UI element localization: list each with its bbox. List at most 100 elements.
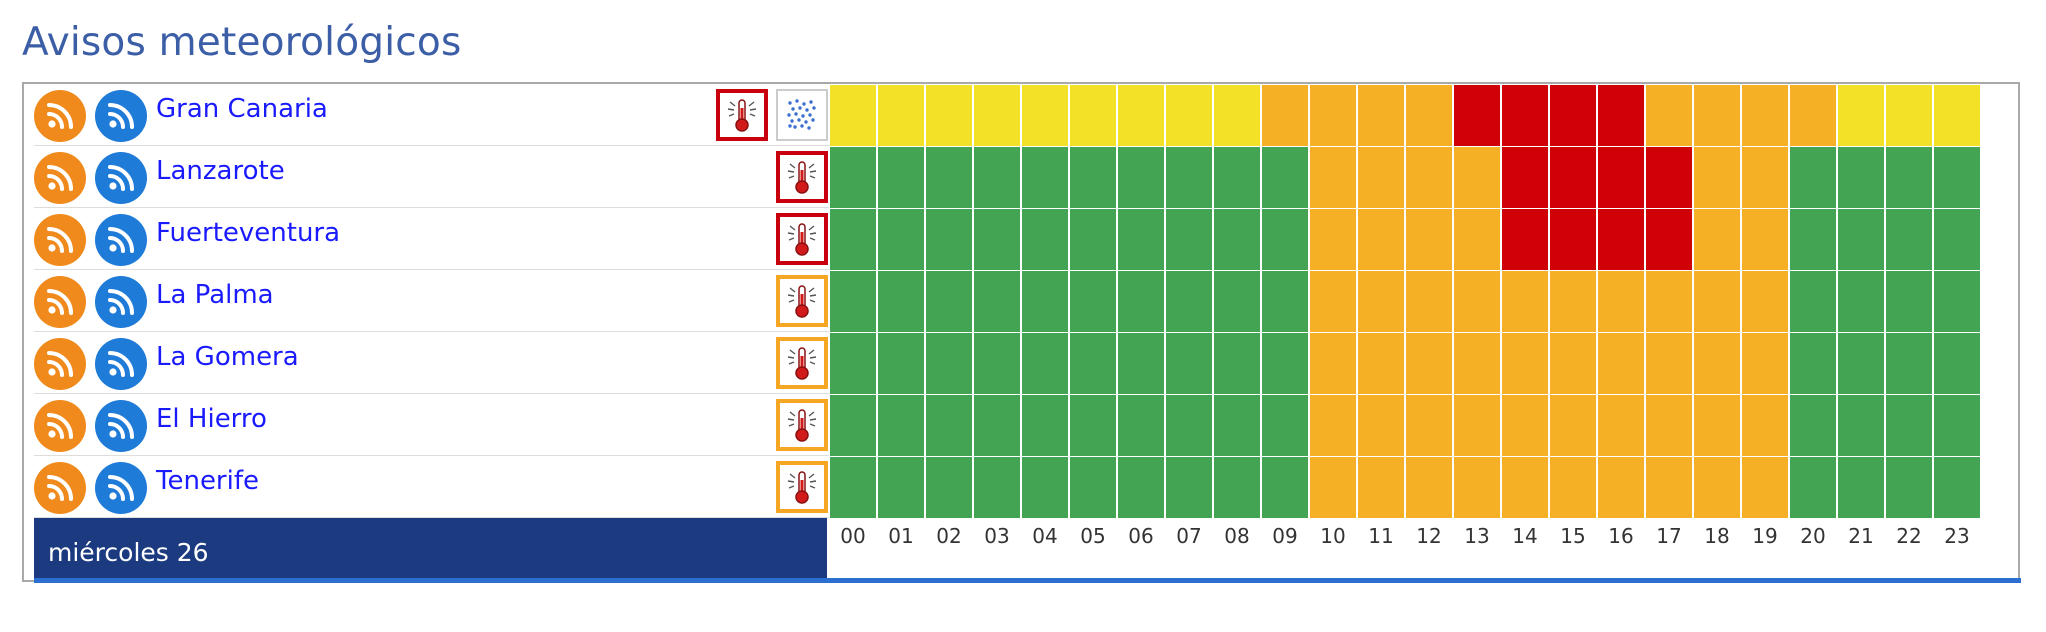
hour-cell[interactable]: [1262, 147, 1308, 208]
hour-cell[interactable]: [1550, 333, 1596, 394]
hour-cell[interactable]: [926, 271, 972, 332]
hour-cell[interactable]: [1262, 85, 1308, 146]
hour-cell[interactable]: [1310, 457, 1356, 518]
hour-cell[interactable]: [1646, 457, 1692, 518]
hour-cell[interactable]: [1166, 457, 1212, 518]
hour-cell[interactable]: [1070, 85, 1116, 146]
hour-cell[interactable]: [1406, 147, 1452, 208]
hour-cell[interactable]: [1022, 395, 1068, 456]
hour-cell[interactable]: [1886, 209, 1932, 270]
hour-cell[interactable]: [1070, 395, 1116, 456]
hour-cell[interactable]: [1454, 271, 1500, 332]
hour-cell[interactable]: [1742, 395, 1788, 456]
hour-cell[interactable]: [1886, 395, 1932, 456]
hour-cell[interactable]: [1022, 85, 1068, 146]
hour-cell[interactable]: [1550, 147, 1596, 208]
hour-cell[interactable]: [926, 209, 972, 270]
hour-cell[interactable]: [1406, 271, 1452, 332]
hour-cell[interactable]: [1118, 85, 1164, 146]
zone-link[interactable]: Lanzarote: [156, 156, 285, 186]
zone-link[interactable]: La Palma: [156, 280, 274, 310]
hour-cell[interactable]: [1022, 457, 1068, 518]
thermometer-icon[interactable]: [776, 399, 828, 451]
hour-cell[interactable]: [830, 85, 876, 146]
hour-cell[interactable]: [1070, 271, 1116, 332]
hour-cell[interactable]: [974, 209, 1020, 270]
hour-cell[interactable]: [1886, 147, 1932, 208]
hour-cell[interactable]: [1262, 395, 1308, 456]
hour-cell[interactable]: [1598, 85, 1644, 146]
hour-cell[interactable]: [1742, 333, 1788, 394]
hour-cell[interactable]: [1790, 271, 1836, 332]
hour-cell[interactable]: [1454, 395, 1500, 456]
hour-cell[interactable]: [1838, 271, 1884, 332]
rss-feed-icon[interactable]: [34, 400, 86, 452]
hour-cell[interactable]: [1022, 271, 1068, 332]
thermometer-icon[interactable]: [776, 213, 828, 265]
hour-cell[interactable]: [1838, 395, 1884, 456]
hour-cell[interactable]: [1262, 209, 1308, 270]
rss-feed-icon[interactable]: [34, 152, 86, 204]
hour-cell[interactable]: [1694, 333, 1740, 394]
hour-cell[interactable]: [1214, 457, 1260, 518]
hour-cell[interactable]: [1838, 209, 1884, 270]
hour-cell[interactable]: [1838, 85, 1884, 146]
hour-cell[interactable]: [1502, 147, 1548, 208]
hour-cell[interactable]: [1598, 395, 1644, 456]
hour-cell[interactable]: [1550, 85, 1596, 146]
hour-cell[interactable]: [1550, 209, 1596, 270]
zone-link[interactable]: La Gomera: [156, 342, 299, 372]
hour-cell[interactable]: [1742, 457, 1788, 518]
thermometer-icon[interactable]: [716, 89, 768, 141]
hour-cell[interactable]: [1358, 209, 1404, 270]
rss-feed-icon[interactable]: [34, 214, 86, 266]
hour-cell[interactable]: [1550, 395, 1596, 456]
rss-feed-alt-icon[interactable]: [95, 338, 147, 390]
hour-cell[interactable]: [1358, 147, 1404, 208]
hour-cell[interactable]: [1550, 271, 1596, 332]
hour-cell[interactable]: [1358, 457, 1404, 518]
hour-cell[interactable]: [1454, 457, 1500, 518]
hour-cell[interactable]: [1934, 457, 1980, 518]
hour-cell[interactable]: [1502, 457, 1548, 518]
hour-cell[interactable]: [974, 147, 1020, 208]
hour-cell[interactable]: [830, 209, 876, 270]
hour-cell[interactable]: [974, 333, 1020, 394]
hour-cell[interactable]: [1214, 395, 1260, 456]
hour-cell[interactable]: [1118, 209, 1164, 270]
hour-cell[interactable]: [1118, 395, 1164, 456]
hour-cell[interactable]: [878, 85, 924, 146]
hour-cell[interactable]: [1838, 147, 1884, 208]
hour-cell[interactable]: [1646, 147, 1692, 208]
hour-cell[interactable]: [830, 271, 876, 332]
hour-cell[interactable]: [926, 395, 972, 456]
hour-cell[interactable]: [1598, 333, 1644, 394]
thermometer-icon[interactable]: [776, 337, 828, 389]
hour-cell[interactable]: [1310, 147, 1356, 208]
hour-cell[interactable]: [1790, 209, 1836, 270]
hour-cell[interactable]: [1598, 271, 1644, 332]
rss-feed-alt-icon[interactable]: [95, 400, 147, 452]
hour-cell[interactable]: [1070, 457, 1116, 518]
hour-cell[interactable]: [1694, 209, 1740, 270]
rss-feed-alt-icon[interactable]: [95, 276, 147, 328]
hour-cell[interactable]: [1166, 85, 1212, 146]
hour-cell[interactable]: [830, 395, 876, 456]
zone-link[interactable]: Tenerife: [156, 466, 259, 496]
hour-cell[interactable]: [1454, 147, 1500, 208]
hour-cell[interactable]: [1454, 85, 1500, 146]
thermometer-icon[interactable]: [776, 275, 828, 327]
hour-cell[interactable]: [1934, 271, 1980, 332]
hour-cell[interactable]: [878, 209, 924, 270]
hour-cell[interactable]: [1934, 147, 1980, 208]
hour-cell[interactable]: [1502, 395, 1548, 456]
hour-cell[interactable]: [1214, 85, 1260, 146]
hour-cell[interactable]: [1118, 457, 1164, 518]
hour-cell[interactable]: [1118, 271, 1164, 332]
hour-cell[interactable]: [1694, 147, 1740, 208]
hour-cell[interactable]: [1070, 147, 1116, 208]
hour-cell[interactable]: [974, 395, 1020, 456]
hour-cell[interactable]: [1790, 85, 1836, 146]
thermometer-icon[interactable]: [776, 461, 828, 513]
hour-cell[interactable]: [1742, 147, 1788, 208]
